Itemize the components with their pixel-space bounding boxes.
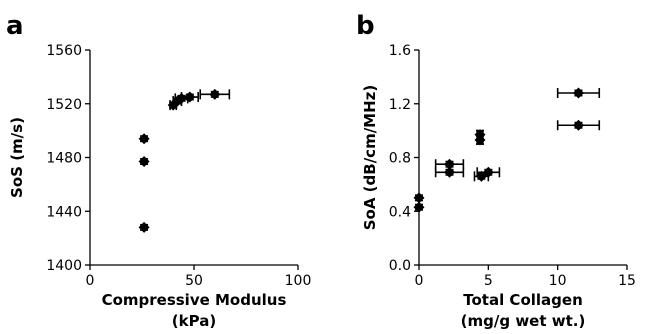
data-point-diamond — [138, 221, 150, 233]
y-tick-label: 0.8 — [389, 151, 411, 167]
x-axis-title: Total Collagen — [463, 291, 583, 309]
x-axis-title-units: (kPa) — [172, 312, 216, 330]
y-tick-label: 1.2 — [389, 97, 411, 113]
y-axis-title: SoA (dB/cm/MHz) — [361, 85, 379, 231]
data-point-diamond — [572, 119, 584, 131]
y-tick-label: 1.6 — [389, 43, 411, 59]
data-point-diamond — [413, 201, 425, 213]
x-tick-label: 5 — [484, 273, 493, 289]
x-tick-label: 0 — [415, 273, 424, 289]
y-axis-title: SoS (m/s) — [8, 117, 26, 198]
x-axis-title: Compressive Modulus — [102, 291, 287, 309]
chart-panel-a: a 1400 1440 1480 1520 1560 0 50 100 Compressive M… — [6, 11, 311, 330]
x-tick-label: 10 — [549, 273, 567, 289]
data-point-diamond — [138, 133, 150, 145]
y-tick-label: 1520 — [46, 97, 82, 113]
y-tick-label: 1400 — [46, 258, 82, 274]
y-tick-label: 1560 — [46, 43, 82, 59]
data-point-diamond — [184, 91, 196, 103]
x-tick-label: 0 — [86, 273, 95, 289]
data-point-diamond — [413, 192, 425, 204]
data-point-diamond — [209, 88, 221, 100]
data-point-diamond — [138, 156, 150, 168]
y-tick-label: 1440 — [46, 204, 82, 220]
data-point-diamond — [474, 134, 486, 146]
x-tick-label: 100 — [285, 273, 312, 289]
x-tick-label: 50 — [185, 273, 203, 289]
panel-letter: b — [356, 11, 375, 41]
data-point-diamond — [444, 166, 456, 178]
y-tick-label: 0.4 — [389, 204, 411, 220]
data-point-diamond — [444, 158, 456, 170]
y-tick-label: 1480 — [46, 151, 82, 167]
panel-letter: a — [6, 11, 24, 41]
data-point-diamond — [482, 166, 494, 178]
y-tick-label: 0.0 — [389, 258, 411, 274]
x-axis-title-units: (mg/g wet wt.) — [461, 312, 586, 330]
chart-panel-b: b 0.0 0.4 0.8 1.2 1.6 0 5 10 15 Total Collagen (mg/… — [356, 11, 636, 330]
x-tick-label: 15 — [618, 273, 636, 289]
data-point-diamond — [572, 87, 584, 99]
